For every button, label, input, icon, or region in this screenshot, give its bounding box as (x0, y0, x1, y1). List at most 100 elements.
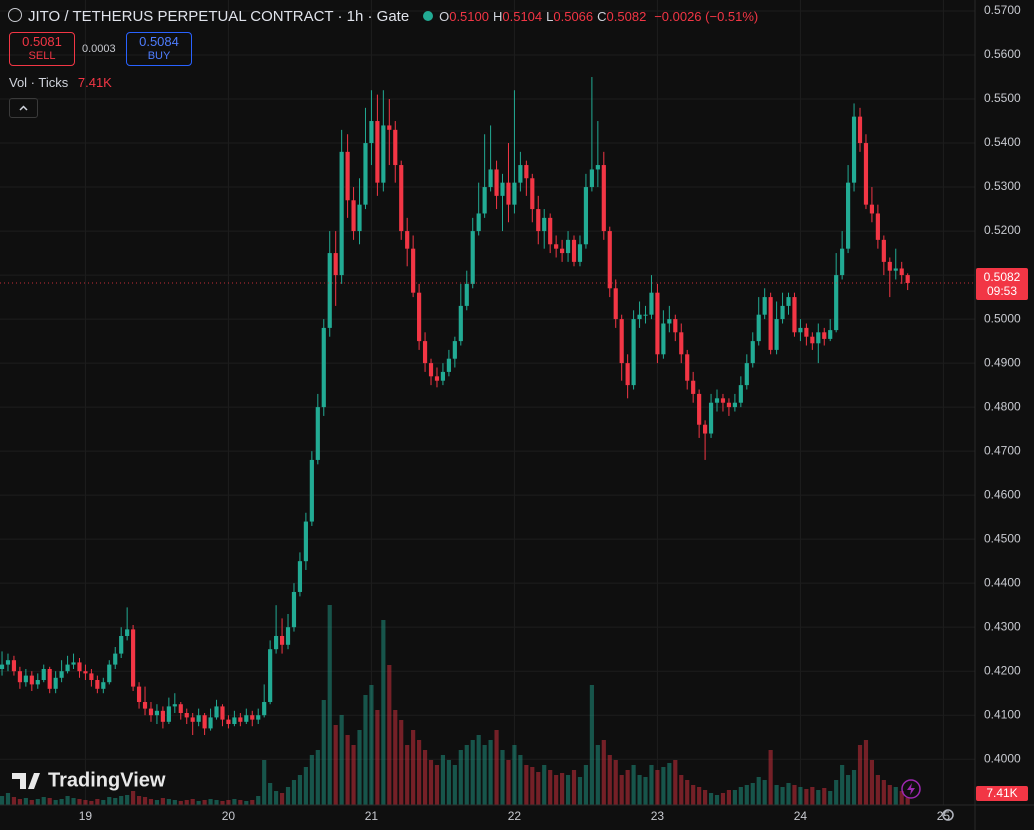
volume-bar (77, 799, 82, 805)
candle-body (851, 116, 857, 183)
y-tick-label: 0.4500 (984, 531, 1021, 545)
candle-body (685, 354, 690, 381)
volume-bar (285, 787, 291, 805)
candle-body (363, 143, 368, 205)
candle-body (393, 129, 398, 166)
lightning-icon[interactable] (901, 779, 921, 799)
candle-body (542, 217, 547, 232)
candle-body (798, 327, 803, 333)
sell-button[interactable]: 0.5081 SELL (9, 32, 75, 66)
candle-body (411, 248, 416, 293)
candle-body (470, 231, 475, 284)
candle-body (113, 653, 118, 665)
candle-body (428, 363, 434, 377)
y-tick-label: 0.5000 (984, 311, 1021, 325)
candle-body (488, 169, 493, 188)
y-tick-label: 0.4800 (984, 399, 1021, 413)
candle-body (738, 385, 743, 403)
candle-body (23, 675, 28, 683)
volume-bar (357, 730, 362, 805)
candle-body (637, 314, 642, 320)
volume-bar (762, 780, 767, 805)
x-tick-label: 19 (79, 809, 93, 823)
volume-bar (834, 780, 839, 805)
volume-bar (488, 740, 493, 805)
candle-body (881, 239, 886, 262)
candle-body (256, 715, 261, 720)
volume-bar (297, 775, 303, 805)
volume-bar (71, 798, 76, 805)
candle-body (166, 706, 171, 722)
candle-body (869, 204, 875, 214)
collapse-button[interactable] (9, 98, 38, 118)
volume-bar (172, 800, 177, 805)
candle-body (792, 297, 797, 333)
volume-bar (881, 780, 886, 805)
volume-bar (178, 801, 183, 805)
candle-body (232, 717, 237, 725)
candle-body (422, 341, 428, 364)
volume-bar (142, 797, 148, 805)
candle-body (631, 319, 636, 386)
volume-bar (208, 799, 213, 805)
candle-body (655, 292, 660, 355)
sell-label: SELL (28, 50, 56, 62)
candle-body (309, 459, 314, 522)
volume-bar (345, 735, 350, 805)
volume-bar (798, 787, 803, 805)
candle-body (703, 424, 708, 434)
candle-body (494, 169, 499, 196)
candle-body (405, 231, 410, 249)
volume-bar (714, 795, 720, 805)
ohlc-key: H (492, 9, 503, 24)
symbol-title: JITO / TETHERUS PERPETUAL CONTRACT · 1h … (28, 8, 410, 25)
settings-icon[interactable] (942, 809, 954, 821)
volume-bar (244, 801, 249, 805)
volume-bar (47, 798, 52, 805)
candle-body (244, 715, 249, 722)
candle-body (744, 363, 749, 386)
volume-bar (405, 745, 410, 805)
volume-bar (524, 765, 529, 805)
volume-bar (571, 770, 577, 805)
candle-body (369, 121, 374, 144)
volume-bar (506, 760, 511, 805)
candle-body (399, 165, 404, 232)
volume-bar (482, 745, 487, 805)
candle-body (345, 151, 350, 201)
candle-body (321, 327, 326, 408)
change: −0.0026 (−0.51%) (654, 9, 759, 24)
candle-body (0, 664, 5, 669)
y-tick-label: 0.5300 (984, 179, 1021, 193)
volume-bar (41, 797, 46, 805)
volume-bar (875, 775, 880, 805)
volume-bar (518, 755, 523, 805)
candle-body (262, 702, 267, 716)
y-tick-label: 0.4200 (984, 663, 1021, 677)
ohlc-key: L (546, 9, 554, 24)
candle-body (172, 704, 177, 707)
volume-bar (291, 780, 297, 805)
candle-body (375, 121, 380, 183)
candle-body (732, 402, 737, 408)
candle-body (119, 635, 124, 654)
volume-bar (274, 791, 279, 805)
volume-bar (822, 788, 827, 805)
candle-body (822, 332, 827, 339)
volume-last-label: 7.41K (976, 786, 1028, 801)
candle-body (297, 561, 303, 592)
buy-button[interactable]: 0.5084 BUY (126, 32, 192, 66)
volume-bar (119, 796, 124, 805)
volume-bar (452, 765, 457, 805)
volume-bar (780, 787, 785, 805)
candle-body (577, 244, 583, 262)
volume-bar (851, 770, 857, 805)
candle-body (59, 671, 64, 678)
candle-body (47, 668, 52, 689)
candle-body (762, 297, 767, 315)
volume-bar (428, 760, 434, 805)
candle-body (220, 706, 225, 720)
volume-bar (262, 760, 267, 805)
